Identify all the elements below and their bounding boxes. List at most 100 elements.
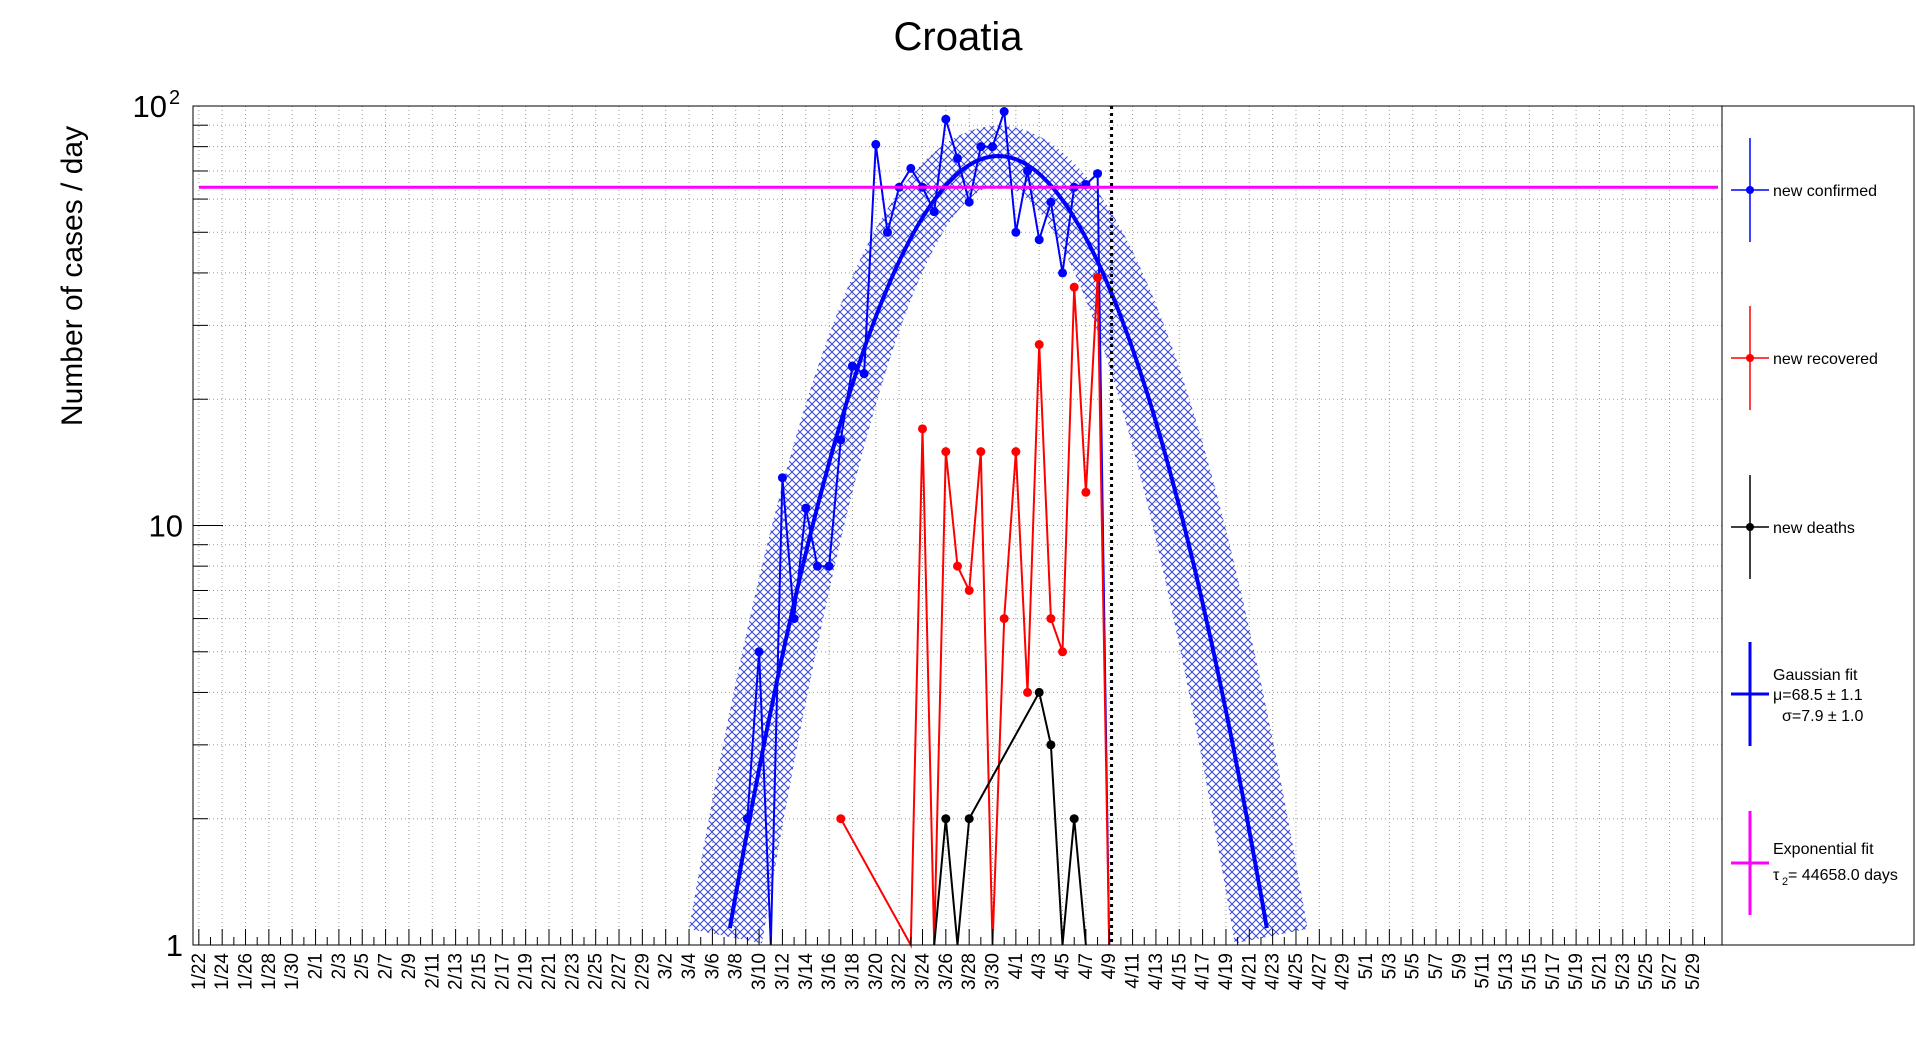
axes: 1/22 1/24 1/26 1/28 1/30 2/1 2/3 2/5 2/7 2/9 2/11 2… [133,87,1723,990]
x-tick-label: 1/24 [212,953,233,990]
x-tick-label: 5/23 [1613,953,1634,990]
x-tick-label: 2/19 [516,953,537,990]
x-tick-label: 2/27 [609,953,630,990]
x-tick-label: 5/21 [1589,953,1610,990]
x-tick-label: 5/13 [1496,953,1517,990]
new-confirmed-point [801,503,811,513]
x-tick-label: 5/1 [1356,953,1377,979]
y-tick-label: 10 [133,89,167,124]
new-recovered-point [1046,614,1056,624]
x-tick-label: 5/19 [1566,953,1587,990]
gaussian-fit-curve [727,153,1269,929]
x-tick-label: 1/22 [189,953,210,990]
x-tick-label: 2/1 [306,953,327,979]
new-confirmed-point [1058,268,1068,278]
fit-curves [199,106,1718,945]
new-deaths-point [1034,687,1044,697]
x-tick-label: 2/5 [352,953,373,979]
x-tick-label: 5/9 [1449,953,1470,979]
new-confirmed-point [847,361,857,371]
x-tick-label: 4/3 [1029,953,1050,979]
new-recovered-point [953,561,962,571]
legend-new-deaths-label: new deaths [1773,520,1855,537]
x-tick-label: 4/17 [1193,953,1214,990]
x-tick-label: 2/7 [376,953,397,979]
x-tick-label: 4/1 [1006,953,1027,979]
legend-gaussian-sigma: σ=7.9 ± 1.0 [1782,708,1863,725]
x-tick-label: 1/28 [259,953,280,990]
new-confirmed-point [929,207,939,217]
x-tick-label: 2/3 [329,953,350,979]
legend-confirmed-marker [1746,186,1754,194]
legend-exponential-tau: τ [1773,867,1780,884]
gaussian-error-band [689,125,1308,944]
x-tick-label: 2/21 [539,953,560,990]
legend-gaussian-fit-label: Gaussian fit [1773,667,1858,684]
x-tick-label: 4/11 [1123,953,1144,989]
x-tick-label: 3/28 [959,953,980,990]
new-confirmed-point [836,435,846,445]
x-tick-label: 5/29 [1683,953,1704,990]
x-tick-label: 3/24 [912,953,933,990]
y-axis-label: Number of cases / day [56,126,89,426]
x-tick-label: 3/30 [983,953,1004,990]
x-tick-label: 4/7 [1076,953,1097,979]
x-tick-label: 5/27 [1659,953,1680,990]
y-tick-label-exponent: 2 [169,87,180,109]
legend-new-confirmed-label: new confirmed [1773,183,1877,200]
x-tick-label: 4/9 [1099,953,1120,979]
new-confirmed-point [906,163,916,173]
new-confirmed-line [746,111,1111,946]
new-confirmed-point [1011,227,1021,237]
legend: new confirmed new recovered new deaths Gaus… [1721,105,1915,946]
x-tick-label: 2/15 [469,953,490,990]
legend-new-recovered-label: new recovered [1773,351,1878,368]
new-confirmed-point [824,561,834,571]
x-tick-label: 2/13 [446,953,467,990]
x-tick-label: 3/22 [889,953,910,990]
new-recovered-point [1058,647,1068,657]
x-tick-label: 3/20 [866,953,887,990]
new-confirmed-point [777,473,787,483]
x-tick-label: 3/12 [772,953,793,990]
x-tick-label: 5/15 [1519,953,1540,990]
legend-exponential-tau-value: = 44658.0 days [1788,867,1898,884]
new-deaths-point [1069,814,1079,824]
legend-exponential-fit-label: Exponential fit [1773,841,1874,858]
new-recovered-point [1034,340,1044,350]
x-tick-label: 5/25 [1636,953,1657,990]
new-confirmed-point [976,142,986,152]
new-confirmed-point [812,561,822,571]
legend-recovered-marker [1746,354,1754,362]
x-tick-label: 4/21 [1239,953,1260,990]
x-tick-label: 3/18 [842,953,863,990]
new-recovered-point [1023,687,1033,697]
new-confirmed-point [871,139,881,149]
x-tick-label: 3/2 [656,953,677,979]
x-tick-label: 4/19 [1216,953,1237,990]
x-tick-label: 3/6 [702,953,723,979]
new-deaths-point [941,814,951,824]
x-tick-label: 1/26 [236,953,257,990]
new-recovered-point [964,585,974,595]
x-tick-label: 5/11 [1473,953,1494,989]
legend-box [1721,105,1915,946]
x-tick-label: 4/29 [1333,953,1354,990]
x-tick-label: 2/9 [399,953,420,979]
grid [193,106,1722,945]
new-confirmed-point [988,142,998,152]
x-tick-label: 4/13 [1146,953,1167,990]
x-tick-label: 4/15 [1169,953,1190,990]
new-confirmed-point [754,647,764,657]
x-tick-label: 5/5 [1403,953,1424,979]
x-tick-label: 4/5 [1053,953,1074,979]
new-recovered-point [1081,487,1091,497]
new-recovered-point [1093,273,1103,283]
x-tick-label: 3/26 [936,953,957,990]
new-confirmed-point [1046,197,1056,207]
new-recovered-point [1069,282,1079,292]
x-tick-label: 3/4 [679,953,700,980]
gaussian-fit-band [689,125,1308,944]
new-recovered-point [1011,447,1021,457]
x-tick-label: 2/25 [586,953,607,990]
